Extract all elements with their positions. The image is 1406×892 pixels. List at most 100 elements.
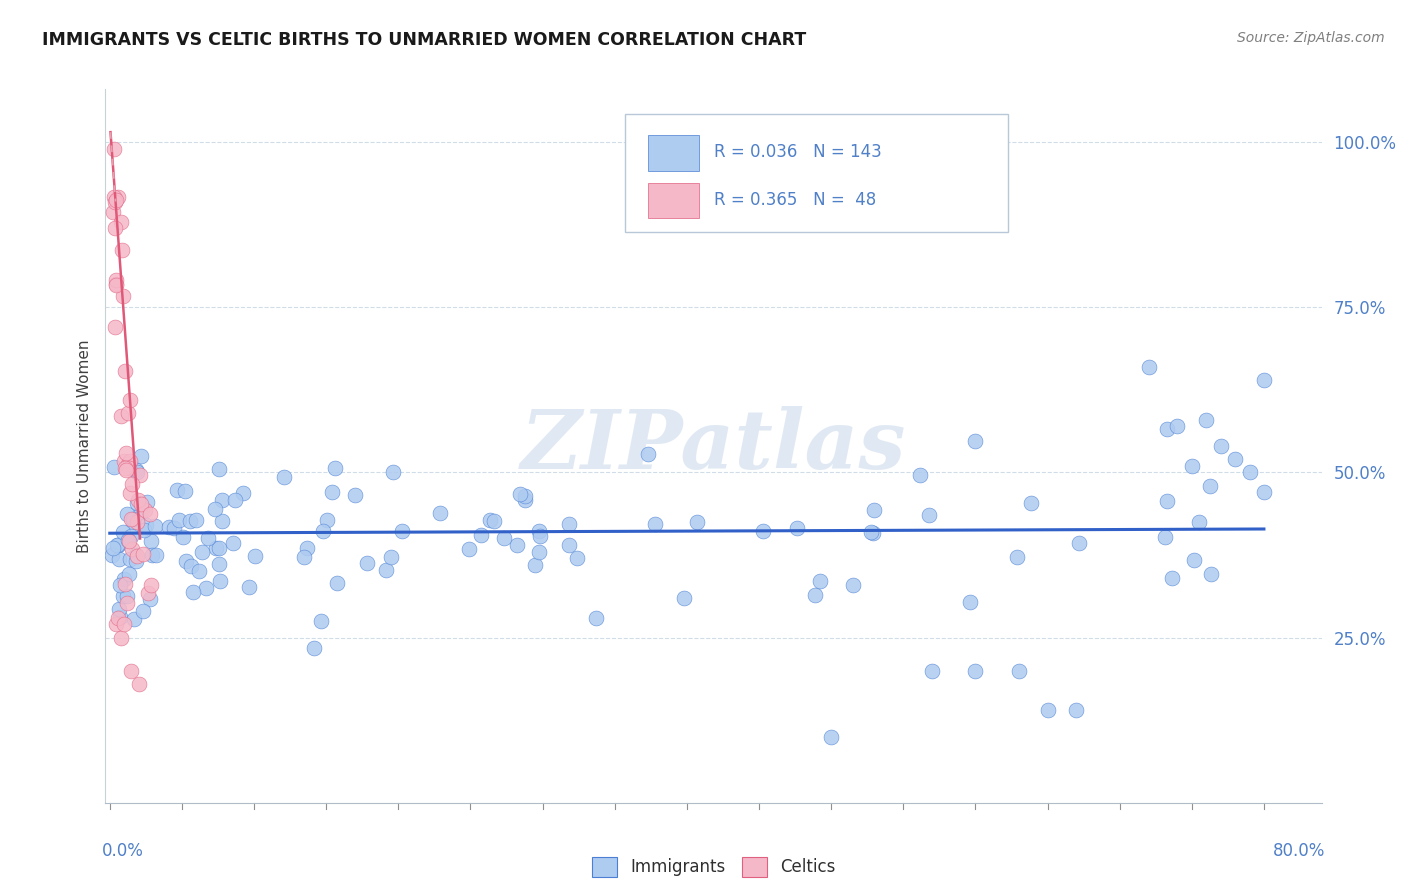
Point xyxy=(492,532,515,546)
Point xyxy=(965,664,987,678)
Point xyxy=(644,516,666,531)
Point xyxy=(107,538,129,552)
Point xyxy=(104,273,127,287)
Point xyxy=(120,512,142,526)
Point xyxy=(132,524,155,538)
Point xyxy=(174,554,197,568)
Point xyxy=(108,552,131,566)
Point xyxy=(117,406,139,420)
Point xyxy=(1005,549,1028,564)
Point xyxy=(1182,552,1205,566)
Text: 0.0%: 0.0% xyxy=(101,842,143,860)
FancyBboxPatch shape xyxy=(624,114,1008,232)
Text: IMMIGRANTS VS CELTIC BIRTHS TO UNMARRIED WOMEN CORRELATION CHART: IMMIGRANTS VS CELTIC BIRTHS TO UNMARRIED… xyxy=(42,31,807,49)
Point xyxy=(211,492,233,507)
Point xyxy=(115,507,138,521)
Point xyxy=(179,514,201,528)
Point xyxy=(205,541,228,555)
Point xyxy=(585,610,607,624)
Point xyxy=(136,495,159,509)
Point xyxy=(111,289,134,303)
Point xyxy=(375,563,398,577)
Point xyxy=(567,551,589,566)
Point xyxy=(1137,359,1160,374)
Point xyxy=(842,578,865,592)
Point xyxy=(132,604,155,618)
FancyBboxPatch shape xyxy=(648,183,699,219)
Point xyxy=(1198,479,1220,493)
Point xyxy=(529,529,551,543)
Point xyxy=(101,541,124,555)
Point xyxy=(478,513,501,527)
Point xyxy=(139,508,162,522)
Point xyxy=(131,449,153,463)
Text: R = 0.036   N = 143: R = 0.036 N = 143 xyxy=(713,143,882,161)
Point xyxy=(139,577,162,591)
Point xyxy=(208,558,231,572)
Point xyxy=(143,519,166,533)
Point xyxy=(786,521,808,535)
Point xyxy=(1153,530,1175,544)
Text: ZIPatlas: ZIPatlas xyxy=(520,406,907,486)
Point xyxy=(112,454,135,468)
Point xyxy=(1188,515,1211,529)
Point xyxy=(122,612,145,626)
Point xyxy=(191,545,214,559)
Point xyxy=(484,514,506,528)
Point xyxy=(129,467,152,482)
Point xyxy=(110,214,132,228)
Point xyxy=(120,664,142,678)
Point xyxy=(145,548,167,562)
Point xyxy=(103,220,125,235)
Point xyxy=(107,190,129,204)
Point xyxy=(112,617,135,632)
Point xyxy=(470,528,492,542)
Point xyxy=(105,277,128,291)
Point xyxy=(107,611,129,625)
Point xyxy=(1201,567,1223,582)
Point xyxy=(139,534,162,549)
Point xyxy=(224,493,246,508)
Point xyxy=(110,631,132,645)
Point xyxy=(311,614,333,628)
Point xyxy=(1209,439,1232,453)
Point xyxy=(104,617,127,632)
Point xyxy=(136,586,159,600)
Point xyxy=(222,536,245,550)
Point xyxy=(208,541,231,556)
Point xyxy=(127,549,149,564)
Point xyxy=(381,465,404,479)
Point xyxy=(173,483,195,498)
Point xyxy=(1253,485,1275,500)
Point xyxy=(157,520,180,534)
Point xyxy=(114,461,136,475)
Point xyxy=(105,538,128,552)
Point xyxy=(135,517,157,532)
Point xyxy=(115,463,138,477)
Point xyxy=(204,502,226,516)
Point xyxy=(125,463,148,477)
Point xyxy=(114,364,136,378)
Point xyxy=(163,521,186,535)
Point xyxy=(117,597,139,611)
Point xyxy=(121,512,143,526)
Point xyxy=(118,567,141,582)
Point xyxy=(506,538,529,552)
Point xyxy=(380,549,402,564)
Point xyxy=(125,496,148,510)
Point xyxy=(118,461,141,475)
Point xyxy=(963,434,986,449)
Point xyxy=(558,517,581,532)
Point xyxy=(172,530,194,544)
Point xyxy=(118,392,141,407)
FancyBboxPatch shape xyxy=(648,135,699,170)
Point xyxy=(117,533,139,548)
Point xyxy=(127,493,149,508)
Point xyxy=(101,205,124,219)
Point xyxy=(1166,419,1188,434)
Point xyxy=(863,503,886,517)
Point xyxy=(134,503,156,517)
Point xyxy=(527,545,550,559)
Point xyxy=(232,486,254,500)
Point xyxy=(1223,452,1246,467)
